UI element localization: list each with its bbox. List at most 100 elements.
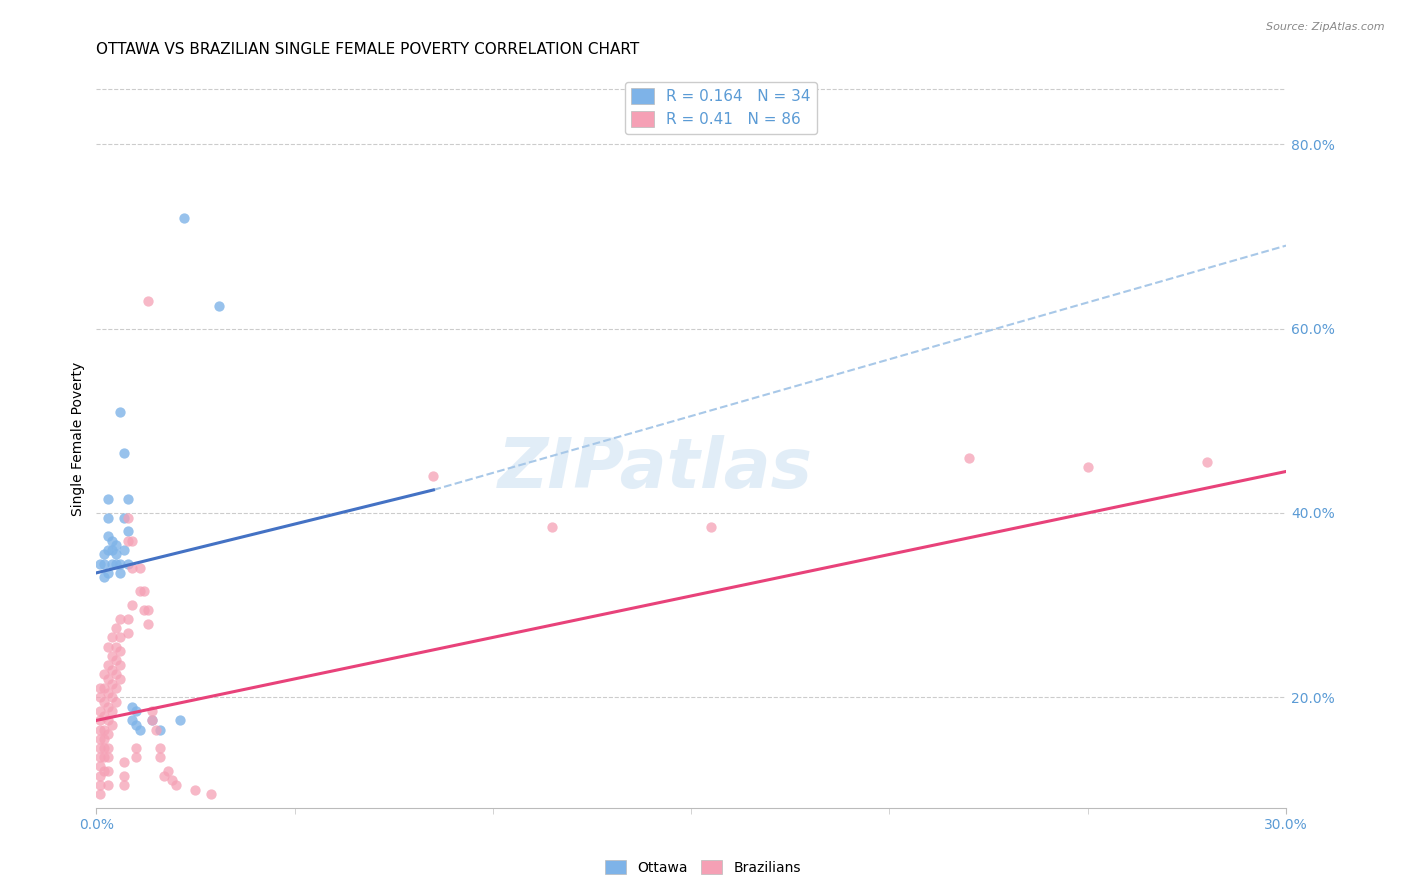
Point bbox=[101, 533, 124, 548]
Point bbox=[89, 759, 111, 773]
Point bbox=[105, 548, 128, 562]
Point bbox=[112, 542, 135, 557]
Point bbox=[117, 612, 139, 626]
Point bbox=[93, 708, 115, 723]
Point bbox=[89, 723, 111, 737]
Point bbox=[97, 529, 120, 543]
Point bbox=[117, 533, 139, 548]
Point bbox=[141, 704, 163, 718]
Point bbox=[957, 450, 980, 465]
Point bbox=[108, 566, 131, 580]
Point bbox=[117, 524, 139, 539]
Point bbox=[97, 658, 120, 673]
Point bbox=[129, 584, 152, 599]
Point bbox=[117, 625, 139, 640]
Point bbox=[1077, 459, 1099, 474]
Point bbox=[97, 764, 120, 778]
Point bbox=[89, 557, 111, 571]
Point bbox=[136, 603, 159, 617]
Point bbox=[108, 658, 131, 673]
Point bbox=[108, 672, 131, 686]
Text: ZIPatlas: ZIPatlas bbox=[498, 435, 813, 502]
Point bbox=[117, 510, 139, 524]
Point bbox=[136, 293, 159, 308]
Point bbox=[93, 764, 115, 778]
Point bbox=[89, 741, 111, 756]
Point bbox=[184, 782, 207, 797]
Point bbox=[152, 769, 174, 783]
Point bbox=[149, 723, 172, 737]
Point bbox=[101, 663, 124, 677]
Point bbox=[160, 773, 183, 788]
Point bbox=[97, 778, 120, 792]
Point bbox=[132, 584, 155, 599]
Point bbox=[125, 718, 148, 732]
Point bbox=[125, 741, 148, 756]
Point bbox=[97, 566, 120, 580]
Point bbox=[112, 778, 135, 792]
Point bbox=[141, 714, 163, 728]
Point bbox=[89, 681, 111, 695]
Point bbox=[1195, 455, 1218, 469]
Point bbox=[89, 714, 111, 728]
Y-axis label: Single Female Poverty: Single Female Poverty bbox=[72, 362, 86, 516]
Point bbox=[112, 755, 135, 769]
Point bbox=[105, 681, 128, 695]
Point bbox=[105, 667, 128, 681]
Point bbox=[105, 538, 128, 552]
Point bbox=[93, 667, 115, 681]
Text: Source: ZipAtlas.com: Source: ZipAtlas.com bbox=[1267, 22, 1385, 32]
Point bbox=[93, 723, 115, 737]
Point bbox=[117, 492, 139, 507]
Point bbox=[121, 561, 143, 575]
Point bbox=[108, 404, 131, 418]
Point bbox=[97, 542, 120, 557]
Point bbox=[112, 446, 135, 460]
Point bbox=[101, 676, 124, 690]
Point bbox=[97, 714, 120, 728]
Point bbox=[97, 699, 120, 714]
Point bbox=[93, 548, 115, 562]
Point bbox=[125, 750, 148, 764]
Point bbox=[97, 750, 120, 764]
Point bbox=[89, 690, 111, 705]
Point bbox=[89, 704, 111, 718]
Point bbox=[422, 469, 444, 483]
Point bbox=[105, 653, 128, 667]
Point bbox=[97, 727, 120, 741]
Point bbox=[105, 695, 128, 709]
Point bbox=[101, 690, 124, 705]
Point bbox=[101, 704, 124, 718]
Point bbox=[149, 741, 172, 756]
Point bbox=[93, 731, 115, 746]
Point bbox=[101, 648, 124, 663]
Point bbox=[93, 681, 115, 695]
Point bbox=[101, 557, 124, 571]
Point bbox=[93, 750, 115, 764]
Point bbox=[105, 621, 128, 635]
Point bbox=[112, 769, 135, 783]
Point bbox=[141, 714, 163, 728]
Point bbox=[93, 741, 115, 756]
Point bbox=[200, 787, 222, 801]
Point bbox=[89, 731, 111, 746]
Point bbox=[108, 644, 131, 658]
Point bbox=[149, 750, 172, 764]
Legend: Ottawa, Brazilians: Ottawa, Brazilians bbox=[599, 855, 807, 880]
Point bbox=[97, 741, 120, 756]
Point bbox=[89, 750, 111, 764]
Point bbox=[93, 695, 115, 709]
Point bbox=[121, 714, 143, 728]
Point bbox=[101, 631, 124, 645]
Point bbox=[101, 542, 124, 557]
Point bbox=[121, 699, 143, 714]
Point bbox=[97, 510, 120, 524]
Point bbox=[89, 769, 111, 783]
Point bbox=[93, 557, 115, 571]
Point bbox=[97, 492, 120, 507]
Point bbox=[121, 533, 143, 548]
Point bbox=[145, 723, 167, 737]
Legend: R = 0.164   N = 34, R = 0.41   N = 86: R = 0.164 N = 34, R = 0.41 N = 86 bbox=[626, 82, 817, 134]
Point bbox=[129, 723, 152, 737]
Point bbox=[125, 704, 148, 718]
